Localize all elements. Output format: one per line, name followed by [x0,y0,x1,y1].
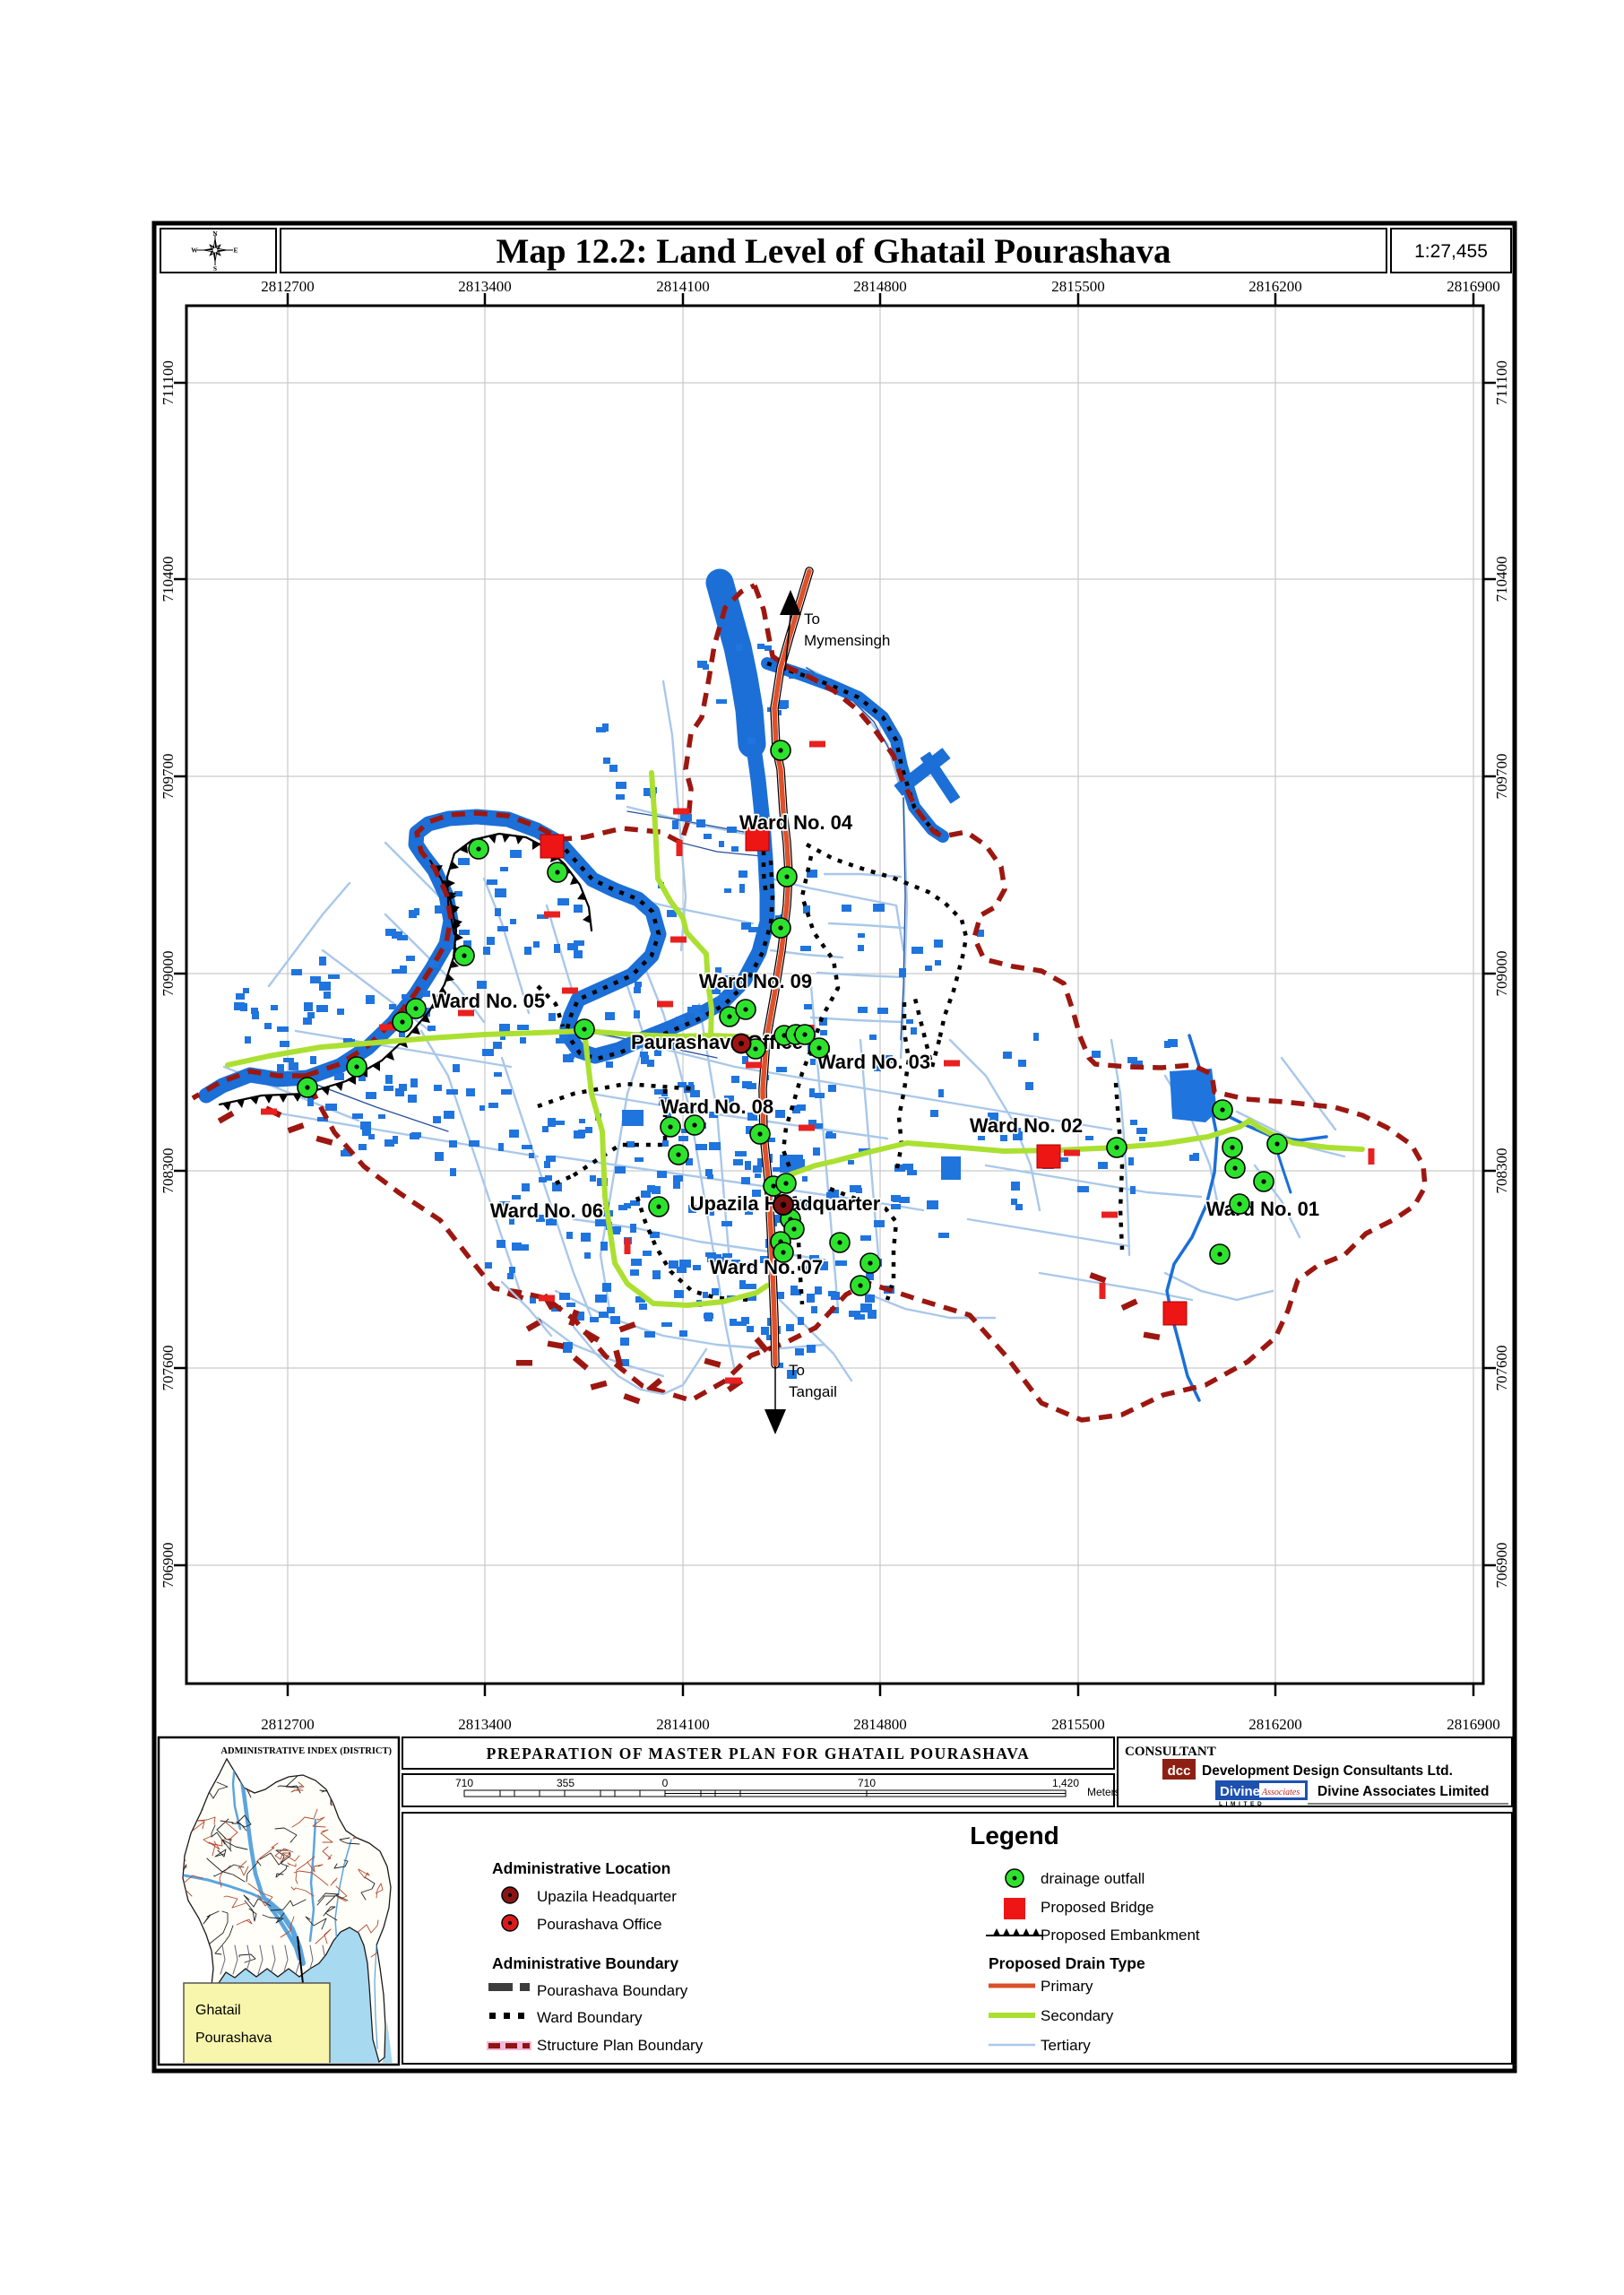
svg-text:Ward No. 01: Ward No. 01 [1206,1198,1319,1220]
svg-text:Meters: Meters [1087,1786,1120,1798]
svg-text:Tangail: Tangail [789,1383,837,1400]
svg-text:2813400: 2813400 [458,278,512,295]
svg-text:355: 355 [557,1777,574,1789]
svg-text:707600: 707600 [160,1346,177,1391]
svg-text:Associates: Associates [1261,1788,1300,1797]
svg-text:706900: 706900 [1493,1543,1510,1589]
svg-text:710: 710 [455,1777,473,1789]
svg-text:Ward No. 07: Ward No. 07 [710,1256,823,1278]
svg-text:Primary: Primary [1041,1978,1093,1995]
svg-text:L I M I T E D: L I M I T E D [1219,1801,1262,1807]
svg-text:ADMINISTRATIVE INDEX (DISTRICT: ADMINISTRATIVE INDEX (DISTRICT) [220,1746,392,1756]
svg-text:E: E [233,247,238,255]
svg-text:707600: 707600 [1493,1346,1510,1391]
svg-text:2812700: 2812700 [261,1716,315,1733]
svg-text:709000: 709000 [160,951,177,997]
svg-text:709000: 709000 [1493,951,1510,997]
svg-text:Mymensingh: Mymensingh [804,632,890,649]
svg-text:Ward No. 02: Ward No. 02 [970,1114,1083,1137]
svg-text:711100: 711100 [1493,360,1510,405]
svg-text:Ward No. 06: Ward No. 06 [490,1199,603,1222]
svg-text:Ward No. 09: Ward No. 09 [699,970,812,992]
svg-text:Development Design Consultants: Development Design Consultants Ltd. [1202,1763,1453,1779]
svg-text:2815500: 2815500 [1051,278,1105,295]
svg-text:To: To [789,1362,805,1379]
svg-text:1,420: 1,420 [1052,1777,1079,1789]
svg-text:Divine Associates Limited: Divine Associates Limited [1317,1784,1490,1799]
svg-text:Ward Boundary: Ward Boundary [537,2009,643,2026]
svg-text:Proposed Drain Type: Proposed Drain Type [989,1954,1145,1972]
svg-text:Proposed Embankment: Proposed Embankment [1041,1927,1200,1944]
svg-text:2816200: 2816200 [1248,278,1302,295]
svg-text:2814100: 2814100 [656,278,710,295]
svg-text:2816900: 2816900 [1447,1716,1500,1733]
svg-text:Administrative Location: Administrative Location [492,1859,670,1877]
svg-text:Map 12.2: Land Level of Ghata: Map 12.2: Land Level of Ghatail Pourasha… [497,232,1171,271]
svg-text:PREPARATION OF MASTER PLAN: PREPARATION OF MASTER PLAN FOR GHATAIL P… [487,1745,1031,1762]
svg-text:Ward No. 08: Ward No. 08 [661,1096,773,1118]
svg-text:710400: 710400 [1493,557,1510,602]
svg-text:711100: 711100 [160,360,177,405]
svg-text:Pourashava Boundary: Pourashava Boundary [537,1982,688,1999]
svg-text:710400: 710400 [160,557,177,602]
svg-text:Pourashava Office: Pourashava Office [537,1916,662,1933]
svg-text:Ghatail: Ghatail [195,2003,241,2018]
svg-text:2814100: 2814100 [656,1716,710,1733]
svg-text:710: 710 [858,1777,876,1789]
svg-text:709700: 709700 [1493,754,1510,800]
svg-text:drainage outfall: drainage outfall [1041,1870,1145,1887]
svg-text:Legend: Legend [970,1822,1059,1849]
svg-text:Tertiary: Tertiary [1041,2037,1091,2054]
svg-text:Ward No. 05: Ward No. 05 [432,990,545,1012]
svg-text:708300: 708300 [160,1148,177,1194]
svg-text:dcc: dcc [1168,1763,1191,1779]
svg-text:Ward No. 04: Ward No. 04 [739,811,853,834]
svg-text:To: To [804,611,820,628]
svg-text:0: 0 [662,1777,669,1789]
svg-text:Ward No. 03: Ward No. 03 [817,1051,930,1073]
svg-text:708300: 708300 [1493,1148,1510,1194]
svg-text:2816900: 2816900 [1447,278,1500,295]
svg-text:W: W [191,247,198,255]
svg-text:Administrative Boundary: Administrative Boundary [492,1954,678,1972]
svg-text:2814800: 2814800 [853,1716,907,1733]
svg-text:Pourashava: Pourashava [195,2031,272,2046]
svg-text:Proposed Bridge: Proposed Bridge [1041,1899,1154,1916]
svg-text:2815500: 2815500 [1051,1716,1105,1733]
svg-text:706900: 706900 [160,1543,177,1589]
svg-text:S: S [213,264,217,273]
svg-text:N: N [212,230,218,238]
svg-text:Upazila Headquarter: Upazila Headquarter [537,1888,677,1905]
svg-text:2813400: 2813400 [458,1716,512,1733]
svg-text:Secondary: Secondary [1041,2007,1114,2024]
svg-text:Divine: Divine [1220,1784,1260,1799]
svg-text:CONSULTANT: CONSULTANT [1125,1745,1216,1759]
svg-text:2814800: 2814800 [853,278,907,295]
svg-text:1:27,455: 1:27,455 [1414,241,1488,262]
svg-text:2816200: 2816200 [1248,1716,1302,1733]
svg-text:709700: 709700 [160,754,177,800]
svg-text:Structure Plan Boundary: Structure Plan Boundary [537,2037,704,2054]
svg-text:2812700: 2812700 [261,278,315,295]
